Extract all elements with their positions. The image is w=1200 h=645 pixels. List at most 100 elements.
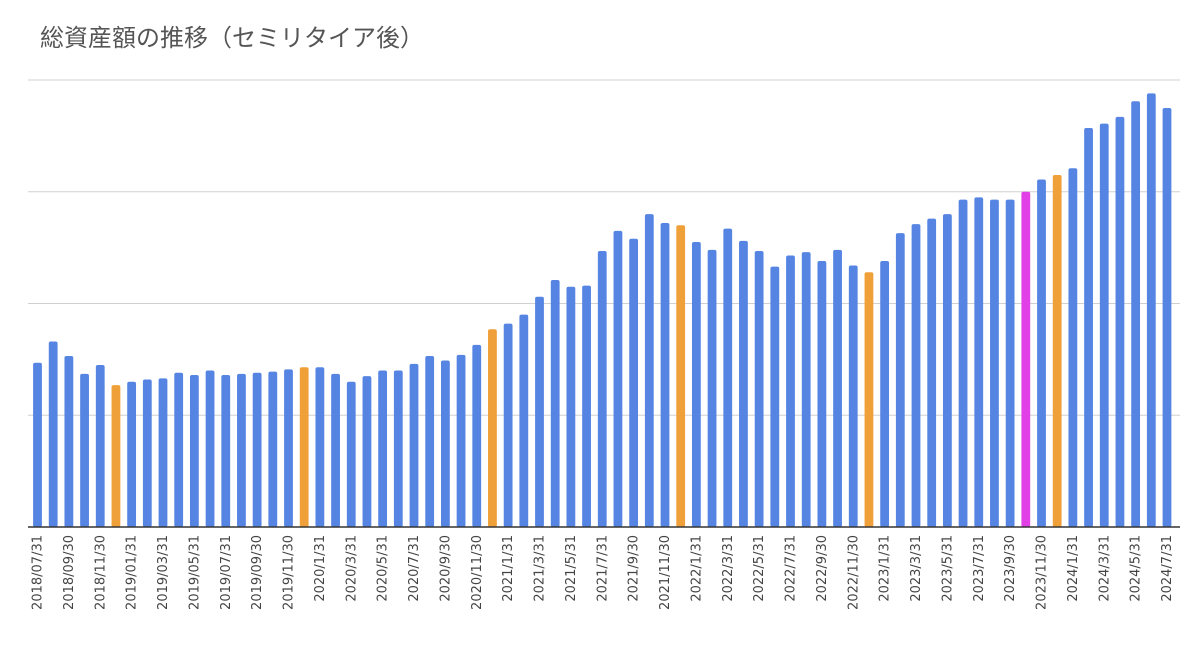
bar-2019/06/30 xyxy=(205,370,215,527)
bar-2021/7/31 xyxy=(597,250,607,528)
x-tick-label: 2023/9/30 xyxy=(1003,535,1018,602)
x-tick-labels: 2018/07/31 2018/09/30 2018/11/30 2019/01/31… xyxy=(31,535,1176,610)
bar-2019/05/31 xyxy=(189,375,199,527)
x-tick-label: 2020/1/31 xyxy=(313,535,328,602)
bar-2019/02/28 xyxy=(142,379,152,527)
x-tick-label: 2021/5/31 xyxy=(564,535,579,602)
bar-2021/1/31 xyxy=(503,323,513,527)
bar-2020/1/31 xyxy=(315,367,325,527)
bar-2022/7/31 xyxy=(786,255,795,527)
bar-2024/1/31 xyxy=(1068,168,1078,527)
bar-2020/8/31 xyxy=(425,356,435,527)
bar-2020/6/30 xyxy=(393,370,403,527)
bar-2023/10/31 xyxy=(1021,191,1031,527)
bar-2021/6/30 xyxy=(582,285,591,527)
bar-2023/11/30 xyxy=(1037,179,1046,527)
bar-2019/12/31 xyxy=(299,367,309,527)
x-tick-label: 2018/09/30 xyxy=(62,535,77,610)
bar-2020/9/30 xyxy=(440,360,450,527)
x-tick-label: 2024/1/31 xyxy=(1066,535,1081,602)
bar-2021/9/30 xyxy=(629,238,639,527)
bar-2023/5/31 xyxy=(942,214,952,527)
x-tick-label: 2019/03/31 xyxy=(156,535,171,610)
bar-2022/5/31 xyxy=(754,250,764,528)
x-tick-label: 2022/11/30 xyxy=(846,535,861,610)
x-tick-label: 2021/1/31 xyxy=(501,535,516,602)
bar-2020/11/30 xyxy=(472,344,482,527)
x-tick-label: 2018/11/30 xyxy=(93,535,108,610)
bar-2023/3/31 xyxy=(911,224,921,527)
x-tick-label: 2021/11/30 xyxy=(658,535,673,610)
x-tick-label: 2019/01/31 xyxy=(125,535,140,610)
bar-2023/6/30 xyxy=(958,199,968,527)
x-tick-label: 2023/3/31 xyxy=(909,535,924,602)
bar-2019/08/31 xyxy=(237,373,246,527)
x-tick-label: 2019/05/31 xyxy=(187,535,202,610)
chart-title: 総資産額の推移（セミリタイア後） xyxy=(40,24,424,52)
bar-2021/8/31 xyxy=(613,230,623,528)
bars xyxy=(33,93,1172,528)
bar-2022/4/30 xyxy=(739,240,748,528)
x-tick-label: 2022/1/31 xyxy=(689,535,704,602)
bar-2024/4/30 xyxy=(1115,116,1125,527)
bar-2023/9/30 xyxy=(1005,199,1015,527)
x-tick-label: 2022/7/31 xyxy=(784,535,799,602)
bar-2020/3/31 xyxy=(346,381,356,527)
x-tick-label: 2021/7/31 xyxy=(595,535,610,602)
bar-2023/1/31 xyxy=(880,261,890,527)
x-tick-label: 2019/07/31 xyxy=(219,535,234,610)
x-tick-label: 2024/7/31 xyxy=(1160,535,1175,602)
bar-2022/9/30 xyxy=(817,261,827,527)
bar-2019/04/30 xyxy=(174,372,184,527)
x-tick-label: 2023/1/31 xyxy=(878,535,893,602)
x-tick-label: 2021/9/30 xyxy=(627,535,642,602)
bar-2018/10/31 xyxy=(80,373,89,527)
bar-2023/4/30 xyxy=(927,218,937,527)
x-tick-label: 2020/11/30 xyxy=(470,535,485,610)
x-tick-label: 2020/7/31 xyxy=(407,535,422,602)
bar-2019/11/30 xyxy=(284,369,293,527)
bar-2023/8/31 xyxy=(990,199,999,527)
bar-2023/12/31 xyxy=(1052,174,1062,528)
bar-2020/10/31 xyxy=(456,354,466,527)
bar-2019/07/31 xyxy=(221,375,231,527)
bar-2020/12/31 xyxy=(488,329,497,527)
x-tick-label: 2020/5/31 xyxy=(376,535,391,602)
x-tick-label: 2023/5/31 xyxy=(940,535,955,602)
bar-2021/12/31 xyxy=(676,225,686,527)
bar-2018/07/31 xyxy=(33,362,42,527)
bar-2020/5/31 xyxy=(378,370,388,527)
bar-2023/7/31 xyxy=(974,197,984,527)
bar-2019/01/31 xyxy=(127,381,137,527)
bar-2024/5/31 xyxy=(1131,101,1141,527)
bar-2020/7/31 xyxy=(409,363,419,527)
x-tick-label: 2024/5/31 xyxy=(1129,535,1144,602)
bar-2024/2/29 xyxy=(1084,128,1093,528)
bar-2022/6/30 xyxy=(770,266,780,527)
bar-2022/1/31 xyxy=(691,242,701,528)
x-tick-label: 2020/9/30 xyxy=(438,535,453,602)
x-tick-label: 2021/3/31 xyxy=(533,535,548,602)
bar-2022/3/31 xyxy=(723,228,733,527)
bar-2020/2/29 xyxy=(331,373,340,527)
bar-2021/3/31 xyxy=(535,296,544,527)
bar-2019/09/30 xyxy=(252,372,262,527)
x-tick-label: 2023/11/30 xyxy=(1035,535,1050,610)
x-tick-label: 2024/3/31 xyxy=(1097,535,1112,602)
bar-2021/5/31 xyxy=(566,286,576,527)
x-tick-label: 2022/9/30 xyxy=(815,535,830,602)
bar-2018/12/31 xyxy=(111,385,121,527)
x-tick-label: 2023/7/31 xyxy=(972,535,987,602)
bar-2021/10/31 xyxy=(644,214,654,527)
bar-2019/10/31 xyxy=(268,371,278,527)
x-tick-label: 2019/09/30 xyxy=(250,535,265,610)
bar-2022/12/31 xyxy=(864,272,874,527)
bar-2018/11/30 xyxy=(95,364,105,527)
bar-2021/4/30 xyxy=(550,280,560,527)
bar-2022/10/31 xyxy=(833,249,842,528)
bar-2021/2/28 xyxy=(519,314,529,527)
bar-2018/09/30 xyxy=(64,356,74,527)
x-tick-label: 2018/07/31 xyxy=(31,535,46,610)
